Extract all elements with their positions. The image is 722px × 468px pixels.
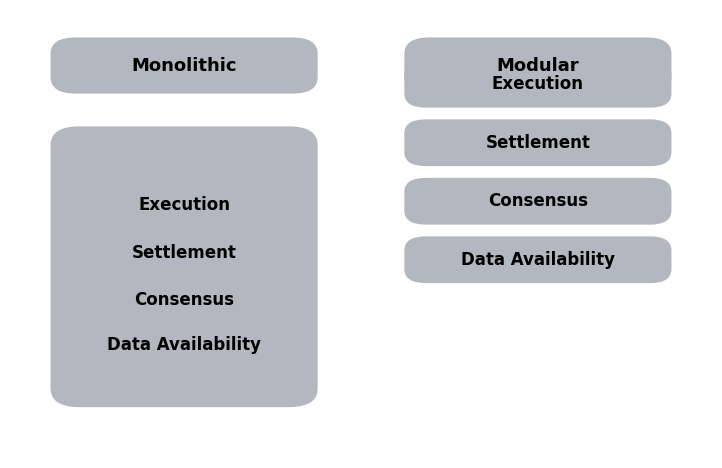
FancyBboxPatch shape <box>404 119 671 166</box>
Text: Data Availability: Data Availability <box>461 251 615 269</box>
FancyBboxPatch shape <box>404 37 671 94</box>
Text: Data Availability: Data Availability <box>107 336 261 354</box>
Text: Settlement: Settlement <box>131 244 237 262</box>
Text: Execution: Execution <box>138 196 230 214</box>
Text: Monolithic: Monolithic <box>131 57 237 74</box>
FancyBboxPatch shape <box>51 126 318 407</box>
Text: Consensus: Consensus <box>488 192 588 210</box>
FancyBboxPatch shape <box>51 37 318 94</box>
Text: Modular: Modular <box>497 57 579 74</box>
FancyBboxPatch shape <box>404 178 671 225</box>
FancyBboxPatch shape <box>404 236 671 283</box>
FancyBboxPatch shape <box>404 61 671 108</box>
Text: Execution: Execution <box>492 75 584 93</box>
Text: Settlement: Settlement <box>485 134 591 152</box>
Text: Consensus: Consensus <box>134 292 234 309</box>
